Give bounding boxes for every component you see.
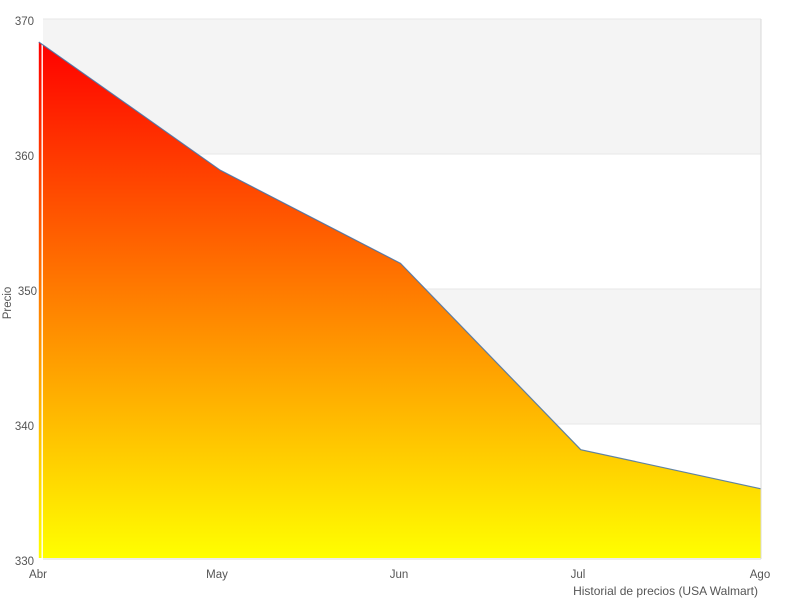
axis-labels: 370 360 350 340 330 Precio Abr May Jun J… [2,16,770,598]
y-tick-370: 370 [15,16,34,28]
x-axis-title: Historial de precios (USA Walmart) [573,584,758,598]
x-tick-ago: Ago [750,569,770,581]
y-tick-330: 330 [15,556,34,568]
x-tick-abr: Abr [29,569,47,581]
x-tick-jun: Jun [390,569,409,581]
y-tick-350: 350 [18,286,37,298]
x-tick-may: May [206,569,228,581]
series-line [38,41,762,490]
x-tick-jul: Jul [571,569,586,581]
y-tick-340: 340 [15,421,34,433]
y-axis-title: Precio [2,287,14,320]
area-fill [38,41,762,558]
area-series [38,41,762,558]
y-tick-360: 360 [15,151,34,163]
plot-border [43,19,762,560]
